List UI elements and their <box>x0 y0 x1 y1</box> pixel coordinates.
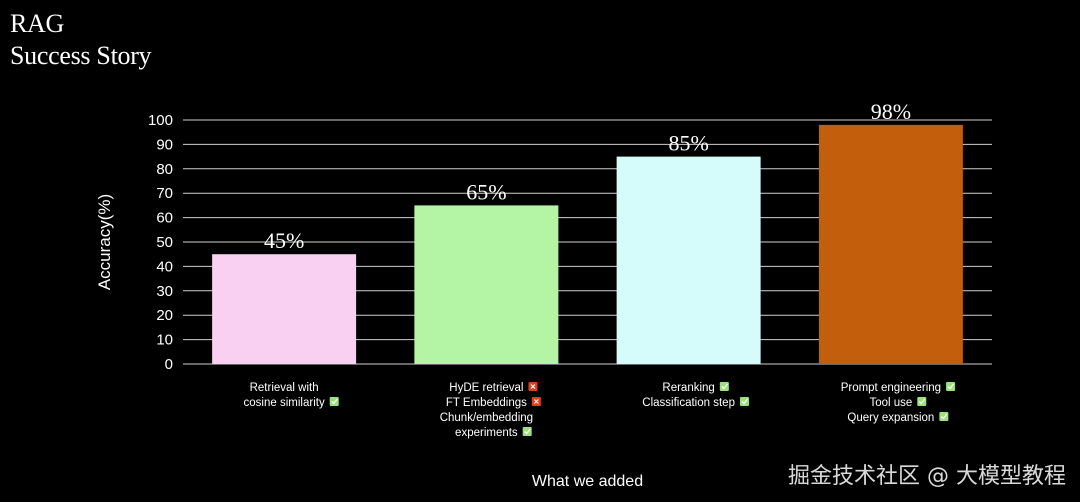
category-label: Prompt engineering <box>841 382 941 394</box>
category-label: Chunk/embedding <box>440 412 533 424</box>
y-tick-label: 40 <box>156 258 173 275</box>
watermark: 掘金技术社区 @ 大模型教程 <box>788 464 1066 489</box>
slide-title: RAG Success Story <box>10 8 152 72</box>
data-label: 45% <box>264 228 304 253</box>
y-tick-label: 20 <box>156 307 173 324</box>
check-icon <box>946 382 956 391</box>
category-label: Classification step <box>642 397 735 409</box>
data-label: 85% <box>668 131 708 156</box>
data-label: 98% <box>871 99 911 124</box>
y-tick-label: 60 <box>156 210 173 227</box>
check-mark <box>524 428 531 435</box>
y-tick-label: 70 <box>156 185 173 202</box>
check-mark <box>741 398 748 405</box>
category-label: Query expansion <box>847 412 934 424</box>
check-icon <box>739 397 749 406</box>
slide-title-line2: Success Story <box>10 41 152 70</box>
category-label: Retrieval with <box>250 382 319 394</box>
check-mark <box>918 398 926 405</box>
y-tick-label: 50 <box>156 234 173 251</box>
check-icon <box>917 397 927 406</box>
category-label: cosine similarity <box>244 397 325 409</box>
y-tick-label: 90 <box>156 136 173 153</box>
bar <box>616 156 761 364</box>
y-tick-label: 100 <box>148 112 173 129</box>
check-mark <box>947 383 955 390</box>
check-icon <box>522 427 532 436</box>
category-label: Tool use <box>869 397 912 409</box>
x-axis-label: What we added <box>532 473 643 490</box>
y-axis-label: Accuracy(%) <box>95 194 114 290</box>
category-label: Reranking <box>662 382 714 394</box>
category-label: FT Embeddings <box>446 397 527 409</box>
cross-mark <box>533 399 539 404</box>
cross-mark <box>530 384 536 389</box>
y-tick-label: 10 <box>156 332 173 349</box>
y-tick-label: 30 <box>156 283 173 300</box>
y-tick-label: 80 <box>156 161 173 178</box>
check-icon <box>719 382 729 391</box>
slide-title-line1: RAG <box>10 9 64 38</box>
bar <box>212 254 357 364</box>
bar <box>414 205 559 364</box>
category-label: experiments <box>455 427 518 439</box>
check-mark <box>940 413 948 420</box>
check-icon <box>329 397 339 406</box>
check-mark <box>331 398 338 405</box>
data-label: 65% <box>466 179 506 204</box>
check-icon <box>939 412 949 421</box>
y-tick-label: 0 <box>165 356 173 373</box>
category-label: HyDE retrieval <box>449 382 523 394</box>
bar <box>818 124 963 364</box>
check-mark <box>721 383 728 390</box>
